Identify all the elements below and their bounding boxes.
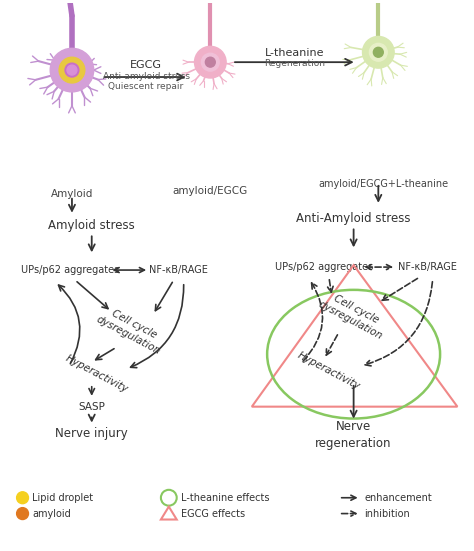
Text: Hyperactivity: Hyperactivity [296, 350, 362, 392]
Text: NF-κB/RAGE: NF-κB/RAGE [149, 265, 208, 275]
Text: enhancement: enhancement [365, 493, 432, 503]
Text: EGCG effects: EGCG effects [181, 509, 245, 518]
Circle shape [374, 47, 383, 57]
Text: L-theanine: L-theanine [264, 48, 324, 58]
Circle shape [17, 492, 28, 504]
Text: Amyloid: Amyloid [51, 189, 93, 199]
Text: Anti-Amyloid stress: Anti-Amyloid stress [296, 212, 411, 225]
Text: amyloid/EGCG: amyloid/EGCG [173, 186, 248, 196]
Circle shape [363, 36, 394, 68]
Circle shape [50, 48, 94, 92]
Text: UPs/p62 aggregates: UPs/p62 aggregates [275, 262, 373, 272]
Circle shape [369, 44, 387, 61]
Circle shape [194, 46, 226, 78]
Circle shape [201, 53, 219, 71]
Circle shape [65, 63, 79, 77]
Text: Lipid droplet: Lipid droplet [32, 493, 93, 503]
Circle shape [67, 65, 77, 75]
Text: UPs/p62 aggregates: UPs/p62 aggregates [21, 265, 119, 275]
Text: Regeneration: Regeneration [264, 59, 325, 68]
Text: Hyperactivity: Hyperactivity [64, 353, 130, 395]
Text: EGCG: EGCG [130, 60, 162, 70]
Text: amyloid: amyloid [32, 509, 71, 518]
Text: Cell cycle
dysregulation: Cell cycle dysregulation [94, 303, 168, 356]
Text: Anti-amyloid stress
Quiescent repair: Anti-amyloid stress Quiescent repair [102, 72, 190, 91]
Text: Cell cycle
dysregulation: Cell cycle dysregulation [317, 288, 390, 341]
Circle shape [17, 507, 28, 520]
Circle shape [59, 57, 85, 83]
Text: NF-κB/RAGE: NF-κB/RAGE [398, 262, 457, 272]
Circle shape [205, 57, 215, 67]
Text: SASP: SASP [78, 402, 105, 412]
Text: amyloid/EGCG+L-theanine: amyloid/EGCG+L-theanine [318, 179, 448, 189]
Text: Amyloid stress: Amyloid stress [48, 219, 135, 232]
Text: L-theanine effects: L-theanine effects [181, 493, 269, 503]
Text: inhibition: inhibition [365, 509, 410, 518]
Text: Nerve
regeneration: Nerve regeneration [315, 420, 392, 450]
Text: Nerve injury: Nerve injury [55, 427, 128, 440]
